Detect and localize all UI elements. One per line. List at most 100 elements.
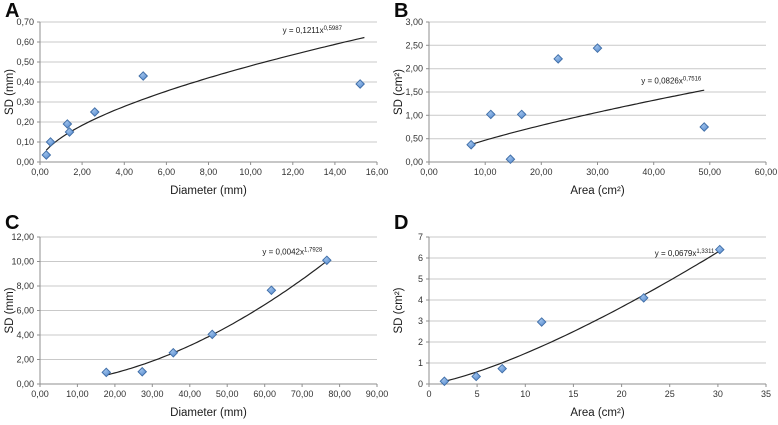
x-tick-label: 70,00 (291, 389, 314, 399)
panel-label-b: B (394, 0, 409, 22)
y-tick-label: 0 (418, 379, 423, 389)
x-tick-label: 0,00 (31, 167, 49, 177)
panel-label-a: A (5, 0, 20, 22)
power-trendline (106, 260, 328, 376)
x-tick-label: 10,00 (66, 389, 89, 399)
data-point-marker (699, 122, 710, 132)
panel-a: A 0,00 0,10 0,20 0,30 0,40 0,50 0,60 0,70 0,00 2,… (0, 0, 389, 212)
x-tick-label: 60,00 (253, 389, 276, 399)
y-tick-label: 1,00 (405, 110, 423, 120)
y-tick-label: 2,00 (405, 64, 423, 74)
x-tick-label: 10 (520, 389, 530, 399)
y-tick-label: 3 (418, 316, 423, 326)
data-point-marker (497, 363, 508, 374)
y-tick-label: 2,50 (405, 40, 423, 50)
x-tick-label: 0,00 (420, 167, 438, 177)
y-tick-label: 7 (418, 232, 423, 242)
x-tick-label: 5 (475, 389, 480, 399)
x-tick-label: 16,00 (366, 167, 389, 177)
data-point-marker (355, 79, 365, 89)
y-tick-label: 6 (418, 253, 423, 263)
data-point-marker (516, 109, 527, 120)
data-point-marker (266, 285, 277, 296)
y-tick-label: 10,00 (11, 257, 34, 267)
x-tick-label: 6,00 (158, 167, 176, 177)
x-tick-label: 20 (617, 389, 627, 399)
chart-b-scatter-sd-vs-area: 0,00 0,50 1,00 1,50 2,00 2,50 3,00 0,00 10,00 20,… (393, 17, 777, 197)
y-tick-label: 0,60 (16, 37, 34, 47)
data-point-marker (505, 154, 516, 165)
data-point-marker (638, 293, 649, 303)
x-tick-label: 4,00 (116, 167, 134, 177)
y-tick-label: 0,10 (16, 137, 34, 147)
panel-d: D 0 1 2 3 4 5 6 7 0 5 10 15 20 25 30 35 Area (cm²) SD (cm… (389, 212, 778, 425)
data-point-marker (536, 317, 547, 327)
data-point-marker (471, 371, 482, 382)
data-point-marker (168, 347, 179, 358)
y-tick-label: 6,00 (16, 306, 34, 316)
x-tick-label: 8,00 (200, 167, 218, 177)
data-point-marker (138, 71, 149, 81)
chart-a-scatter-sd-vs-diameter: 0,00 0,10 0,20 0,30 0,40 0,50 0,60 0,70 0,00 2,00… (4, 17, 389, 197)
y-tick-label: 2 (418, 337, 423, 347)
x-tick-label: 80,00 (328, 389, 351, 399)
x-axis-title: Area (cm²) (570, 185, 624, 197)
x-tick-label: 30,00 (141, 389, 164, 399)
y-axis-title: SD (cm²) (393, 287, 405, 333)
data-point-marker (41, 150, 52, 160)
y-tick-label: 5 (418, 274, 423, 284)
x-tick-label: 14,00 (324, 167, 347, 177)
trendline-equation-exponent: 0,7516 (683, 77, 702, 83)
trendline-equation: y = 0,0042x1,7928 (262, 248, 323, 257)
y-tick-label: 0,50 (16, 57, 34, 67)
data-point-marker (321, 255, 332, 266)
data-point-marker (714, 244, 725, 255)
x-tick-label: 40,00 (642, 167, 665, 177)
y-tick-label: 0,30 (16, 97, 34, 107)
trendline-equation-exponent: 1,3311 (696, 249, 715, 255)
data-point-marker (62, 119, 73, 129)
x-tick-label: 20,00 (104, 389, 127, 399)
y-axis-title: SD (mm) (4, 287, 16, 333)
y-tick-label: 0,50 (405, 134, 423, 144)
trendline-equation: y = 0,1211x0,5987 (283, 26, 343, 35)
x-tick-label: 30,00 (586, 167, 609, 177)
power-trendline (45, 36, 365, 151)
x-tick-label: 35 (761, 389, 771, 399)
trendline-equation: y = 0,0679x1,3311 (655, 249, 715, 258)
data-point-marker (592, 43, 603, 53)
y-tick-label: 0,00 (16, 379, 34, 389)
y-tick-label: 4,00 (16, 330, 34, 340)
chart-d-scatter-sd-vs-area: 0 1 2 3 4 5 6 7 0 5 10 15 20 25 30 35 Area (cm²) SD (cm²)… (393, 232, 771, 419)
y-tick-label: 0,20 (16, 117, 34, 127)
x-tick-label: 0 (426, 389, 431, 399)
y-tick-label: 1,50 (405, 87, 423, 97)
y-tick-label: 4 (418, 295, 423, 305)
x-axis-title: Diameter (mm) (170, 185, 247, 197)
panel-label-c: C (5, 212, 20, 234)
x-axis-title: Area (cm²) (570, 407, 624, 419)
x-tick-label: 10,00 (474, 167, 497, 177)
trendline-equation-exponent: 1,7928 (304, 248, 323, 254)
chart-c-scatter-sd-vs-diameter: 0,00 2,00 4,00 6,00 8,00 10,00 12,00 0,00 10,00 2… (4, 232, 389, 419)
x-tick-label: 90,00 (366, 389, 389, 399)
data-point-marker (485, 109, 496, 120)
x-tick-label: 2,00 (73, 167, 91, 177)
x-tick-label: 0,00 (31, 389, 49, 399)
y-tick-label: 0,40 (16, 77, 34, 87)
x-tick-label: 15 (568, 389, 578, 399)
y-tick-label: 0,00 (16, 157, 34, 167)
x-tick-label: 12,00 (282, 167, 305, 177)
x-axis-title: Diameter (mm) (170, 407, 247, 419)
y-tick-label: 2,00 (16, 355, 34, 365)
y-tick-label: 12,00 (11, 232, 34, 242)
y-tick-label: 0,00 (405, 157, 423, 167)
y-tick-label: 0,70 (16, 17, 34, 27)
x-tick-label: 40,00 (179, 389, 202, 399)
x-tick-label: 50,00 (216, 389, 239, 399)
x-tick-label: 25 (665, 389, 675, 399)
y-tick-label: 3,00 (405, 17, 423, 27)
power-trendline (470, 89, 705, 146)
panel-label-d: D (394, 212, 409, 234)
